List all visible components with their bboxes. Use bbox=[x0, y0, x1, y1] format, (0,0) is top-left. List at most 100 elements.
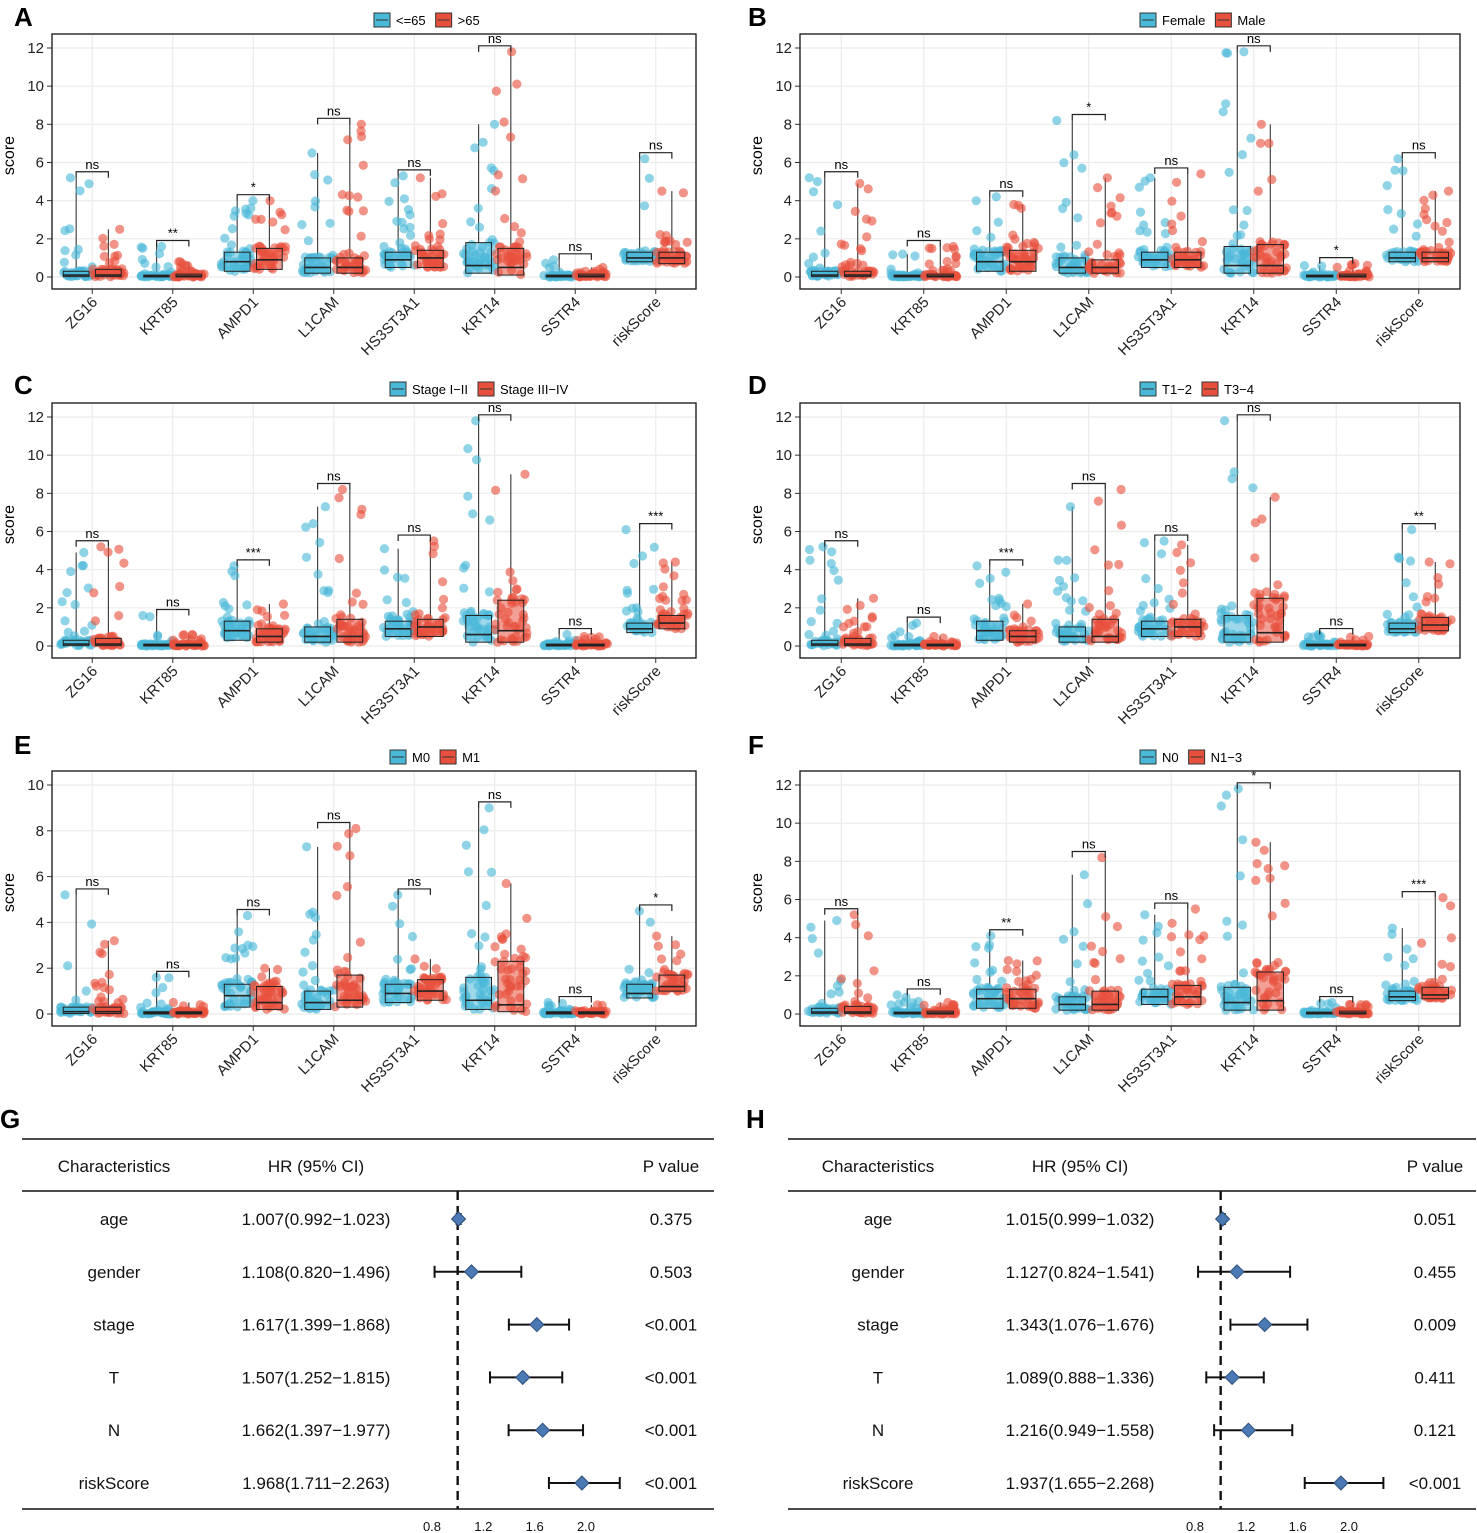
panel-letter-h: H bbox=[746, 1104, 765, 1134]
box bbox=[1058, 996, 1086, 1011]
plot-background bbox=[800, 403, 1460, 658]
data-point bbox=[379, 565, 390, 575]
data-point bbox=[1083, 899, 1093, 909]
data-point bbox=[1438, 893, 1448, 903]
data-point bbox=[512, 584, 522, 594]
category-label: riskScore bbox=[608, 294, 664, 350]
data-point bbox=[622, 588, 633, 598]
data-point bbox=[310, 196, 321, 206]
data-point bbox=[518, 174, 528, 184]
data-point bbox=[815, 605, 825, 615]
data-point bbox=[115, 581, 125, 592]
category-group: ns bbox=[539, 239, 611, 282]
data-point bbox=[851, 920, 861, 930]
data-point bbox=[1390, 165, 1400, 175]
data-point bbox=[1086, 941, 1096, 951]
data-point bbox=[1090, 958, 1100, 969]
data-point bbox=[1079, 870, 1089, 880]
data-point bbox=[863, 993, 873, 1003]
category-label: KRT85 bbox=[888, 294, 933, 339]
box bbox=[465, 614, 493, 643]
data-point bbox=[429, 541, 440, 552]
category-label: KRT85 bbox=[137, 1031, 182, 1076]
data-point bbox=[862, 622, 872, 632]
significance-bracket bbox=[1071, 113, 1106, 121]
significance-label: *** bbox=[648, 509, 663, 524]
data-point bbox=[268, 217, 278, 227]
data-point bbox=[256, 214, 266, 224]
data-point bbox=[118, 994, 128, 1005]
row-hr-ci: 1.617(1.399−1.868) bbox=[242, 1316, 391, 1335]
data-point bbox=[821, 630, 831, 640]
data-point bbox=[1071, 240, 1082, 250]
data-point bbox=[1382, 609, 1392, 620]
data-point bbox=[248, 196, 258, 206]
data-point bbox=[1419, 195, 1429, 205]
data-point bbox=[280, 225, 290, 235]
legend: M0 M1 bbox=[389, 749, 480, 765]
significance-label: ns bbox=[649, 138, 663, 153]
data-point bbox=[1253, 186, 1263, 196]
data-point bbox=[1393, 552, 1403, 562]
box bbox=[1388, 990, 1416, 1002]
data-point bbox=[89, 588, 99, 598]
data-point bbox=[1065, 605, 1075, 615]
category-label: riskScore bbox=[608, 663, 664, 719]
data-point bbox=[1393, 154, 1403, 164]
category-label: AMPD1 bbox=[214, 663, 263, 712]
data-point bbox=[852, 978, 862, 989]
data-point bbox=[153, 631, 163, 642]
data-point bbox=[1216, 801, 1226, 811]
significance-bracket bbox=[639, 152, 673, 159]
data-point bbox=[972, 561, 982, 571]
box bbox=[1256, 244, 1284, 274]
data-point bbox=[1012, 959, 1022, 969]
panel-letter-c: C bbox=[14, 370, 33, 400]
data-point bbox=[1424, 557, 1434, 567]
data-point bbox=[657, 186, 667, 196]
data-point bbox=[855, 178, 865, 189]
y-tick-label: 12 bbox=[27, 409, 44, 426]
data-point bbox=[676, 949, 686, 959]
data-point bbox=[1084, 247, 1094, 257]
category-group: ns bbox=[1218, 31, 1291, 278]
significance-label: ns bbox=[1082, 837, 1096, 852]
data-point bbox=[853, 988, 864, 998]
data-point bbox=[332, 965, 342, 975]
data-point bbox=[353, 192, 363, 202]
y-axis-label: score bbox=[1, 505, 18, 544]
data-point bbox=[358, 599, 368, 609]
data-point bbox=[508, 576, 518, 586]
box bbox=[1223, 245, 1251, 274]
category-label: KRT14 bbox=[1218, 1031, 1263, 1076]
legend-label: <=65 bbox=[396, 13, 426, 28]
data-point bbox=[836, 974, 847, 984]
y-tick-label: 8 bbox=[36, 823, 44, 840]
data-point bbox=[1445, 559, 1455, 569]
legend: Stage I−II Stage III−IV bbox=[389, 381, 569, 397]
y-tick-label: 2 bbox=[36, 231, 44, 248]
significance-label: ns bbox=[568, 614, 582, 629]
hr-point bbox=[450, 1211, 467, 1227]
data-point bbox=[410, 954, 420, 964]
data-point bbox=[403, 205, 414, 215]
data-point bbox=[1140, 176, 1150, 186]
data-point bbox=[1237, 150, 1247, 160]
data-point bbox=[480, 932, 490, 942]
category-group: ns bbox=[379, 155, 449, 272]
box bbox=[1388, 251, 1416, 263]
data-point bbox=[298, 967, 308, 977]
data-point bbox=[473, 203, 483, 213]
data-point bbox=[99, 241, 109, 251]
data-point bbox=[1383, 205, 1393, 215]
data-point bbox=[315, 537, 325, 548]
data-point bbox=[1077, 163, 1087, 173]
data-point bbox=[303, 236, 313, 246]
legend: <=65 >65 bbox=[373, 12, 480, 28]
legend-label: Stage I−II bbox=[412, 382, 468, 397]
data-point bbox=[1058, 203, 1068, 214]
data-point bbox=[470, 143, 480, 153]
data-point bbox=[1175, 947, 1186, 957]
box bbox=[1174, 984, 1202, 1005]
significance-bracket bbox=[317, 117, 351, 125]
